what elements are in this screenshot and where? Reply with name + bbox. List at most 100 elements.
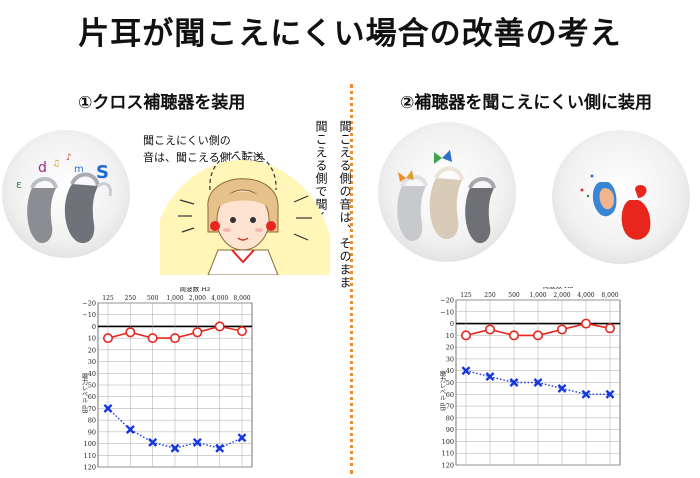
data-point [460,330,471,341]
data-point [237,326,248,337]
y-tick-label: 40 [88,370,96,378]
y-tick-label: 90 [446,426,454,434]
y-tick-label: 80 [446,414,454,422]
y-axis-label: 聴力レベル dB [439,370,446,411]
svg-text:♫: ♫ [52,159,60,169]
y-tick-label: 40 [446,367,454,375]
y-tick-label: 50 [446,379,454,387]
data-point [509,378,519,387]
x-tick-label: 2,000 [553,292,570,299]
x-tick-label: 500 [147,295,159,302]
audiogram-chart: −20 −10 0 10 20 30 40 50 60 70 80 90 100 110 120 125 250… [439,281,621,470]
x-tick-label: 8,000 [233,295,250,302]
x-tick-label: 500 [508,292,520,299]
vertical-note-line: 聞こえる側の音は、そのまま [338,120,352,289]
page-title: 片耳が聞こえにくい場合の改善の考え [78,16,622,52]
y-tick-label: −20 [440,297,454,305]
data-point [215,443,225,453]
svg-text:ε: ε [16,178,22,191]
vertical-note-line: 聞こえる側で聞く [314,120,328,224]
data-point [557,324,568,335]
ite-hearing-aids-photo [552,130,690,264]
bte-hearing-aid-icon: d ε ♪ m S ♫ [16,153,112,244]
x-tick-label: 4,000 [211,295,228,302]
svg-text:♪: ♪ [66,153,72,163]
y-tick-label: 0 [450,320,454,328]
y-tick-label: 70 [446,403,454,411]
x-tick-label: 8,000 [601,292,618,299]
data-point [605,389,615,399]
y-tick-label: 110 [84,452,96,460]
data-point [192,437,202,447]
data-point [605,323,616,334]
ite-hearing-aid-icon [580,174,651,240]
note-line: 聞こえにくい側の [143,134,231,147]
x-tick-label: 2,000 [189,295,206,302]
audiogram-hearing-aid: −20 −10 0 10 20 30 40 50 60 70 80 90 100 110 120 125 250… [438,281,638,478]
data-point [170,443,180,453]
y-tick-label: 60 [88,393,96,401]
y-tick-label: −10 [82,311,96,319]
data-point [102,333,113,344]
y-tick-label: 10 [446,332,454,340]
data-point [581,318,592,329]
y-tick-label: 90 [88,428,96,436]
y-tick-label: 110 [442,450,454,458]
svg-text:S: S [96,162,109,183]
audiogram-chart: −20 −10 0 10 20 30 40 50 60 70 80 90 100 110 120 125 250… [81,284,253,472]
y-tick-label: −10 [440,308,454,316]
bte-hearing-aids-photo [378,122,516,262]
data-point [533,330,544,341]
data-point [214,321,225,332]
y-tick-label: −20 [82,300,96,308]
data-point [170,333,181,344]
data-point [103,403,113,413]
data-point [533,378,543,387]
y-tick-label: 0 [92,323,96,331]
person-illustration [160,150,330,275]
section-heading-hearing-aid: ②補聴器を聞こえにくい側に装用 [400,93,653,113]
x-tick-label: 250 [484,292,496,299]
y-tick-label: 10 [88,335,96,343]
x-tick-label: 1,000 [166,295,183,302]
y-tick-label: 80 [88,417,96,425]
x-tick-label: 125 [102,295,114,302]
data-point [125,425,135,434]
svg-text:m: m [74,164,84,175]
y-tick-label: 30 [446,355,454,363]
data-point [147,333,158,344]
data-point [485,372,495,382]
y-tick-label: 100 [442,438,454,446]
y-axis-label: 聴力レベル dB [81,373,88,414]
y-tick-label: 50 [88,382,96,390]
data-point [192,327,203,338]
data-point [237,433,247,443]
y-tick-label: 70 [88,405,96,413]
cros-hearing-aid-photo: d ε ♪ m S ♫ [2,130,130,258]
audiogram-cros: −20 −10 0 10 20 30 40 50 60 70 80 90 100 110 120 125 250… [80,284,270,478]
data-point [557,383,567,393]
y-tick-label: 30 [88,358,96,366]
chart-title: 周波数 Hz [180,287,211,293]
data-point [581,389,591,399]
y-tick-label: 120 [84,464,96,472]
data-point [461,366,471,376]
y-tick-label: 60 [446,391,454,399]
bte-hearing-aid-icon [397,150,496,244]
chart-title: 周波数 Hz [543,287,574,290]
y-tick-label: 20 [88,346,96,354]
x-tick-label: 250 [125,295,137,302]
y-tick-label: 20 [446,344,454,352]
data-point [125,327,136,338]
data-point [509,330,520,341]
x-tick-label: 1,000 [529,292,546,299]
person-icon [160,151,330,275]
x-tick-label: 125 [460,292,472,299]
y-tick-label: 100 [84,440,96,448]
x-tick-label: 4,000 [577,292,594,299]
y-tick-label: 120 [442,462,454,470]
svg-text:d: d [38,160,47,176]
section-divider [350,84,353,474]
data-point [484,324,495,335]
data-point [148,437,158,447]
